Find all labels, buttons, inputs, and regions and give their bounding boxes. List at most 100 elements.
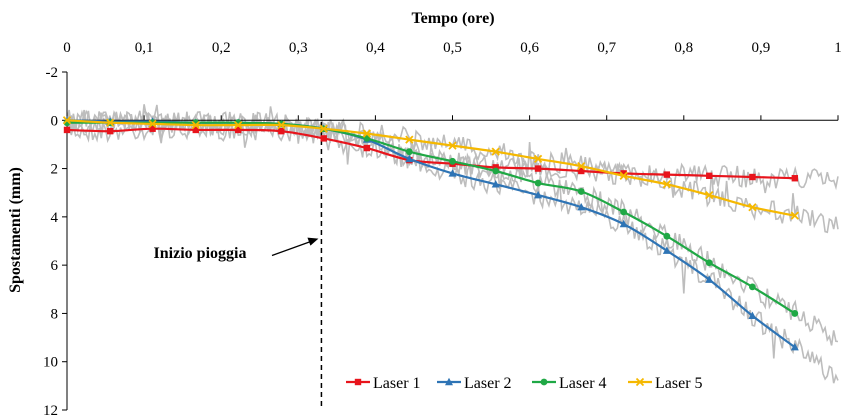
legend-swatch-marker — [354, 378, 362, 386]
y-tick-label: 2 — [51, 162, 59, 178]
x-tick-label: 0,2 — [212, 40, 231, 56]
data-point — [791, 175, 799, 182]
data-point — [662, 246, 671, 254]
marker-stroke — [577, 162, 586, 171]
data-point — [705, 275, 714, 283]
data-point — [362, 129, 372, 138]
data-point — [148, 119, 157, 129]
marker-stroke — [191, 120, 200, 130]
y-tick-label: 0 — [51, 113, 59, 129]
data-point — [706, 172, 713, 180]
data-point — [448, 141, 457, 150]
legend-label: Laser 4 — [559, 375, 607, 392]
data-point — [149, 125, 156, 132]
data-point — [534, 179, 542, 187]
marker-stroke — [148, 119, 157, 129]
data-point — [106, 127, 114, 135]
legend-label: Laser 5 — [655, 375, 703, 392]
data-point — [491, 147, 500, 156]
data-point — [577, 162, 586, 171]
data-point — [577, 203, 586, 211]
data-point — [405, 148, 413, 156]
data-point — [491, 180, 500, 188]
data-point — [278, 127, 285, 135]
data-point — [192, 126, 199, 134]
legend-item-laser-1: Laser 1 — [346, 375, 421, 392]
marker-stroke — [362, 129, 372, 138]
data-point — [449, 157, 456, 165]
legend-item-laser-4: Laser 4 — [532, 375, 607, 392]
series-line-laser-1 — [66, 127, 795, 180]
annotation-arrow — [271, 240, 311, 257]
y-tick-label: 6 — [51, 258, 59, 274]
data-point — [620, 170, 627, 177]
series-laser-5 — [62, 116, 799, 220]
x-tick-label: 0,7 — [597, 40, 616, 56]
y-tick-label: 4 — [51, 210, 59, 226]
data-point — [363, 144, 371, 152]
legend-label: Laser 2 — [464, 375, 512, 392]
x-tick-label: 0 — [63, 40, 71, 56]
data-point — [748, 203, 757, 212]
rain-start-label: Inizio pioggia — [154, 245, 247, 262]
data-point — [319, 124, 328, 133]
data-point — [277, 120, 286, 130]
marker-stroke — [491, 147, 500, 156]
data-point — [405, 135, 414, 144]
data-point — [320, 135, 327, 142]
marker-stroke — [748, 203, 757, 212]
legend-item-laser-5: Laser 5 — [628, 375, 703, 392]
data-point — [749, 173, 756, 181]
legend-swatch-marker — [635, 377, 645, 387]
x-tick-label: 0,9 — [752, 40, 771, 56]
marker-stroke — [405, 135, 414, 144]
legend: Laser 1 Laser 2 Laser 4 Laser 5 — [346, 375, 703, 392]
annotation-arrowhead — [307, 237, 319, 246]
series-line-laser-5 — [66, 119, 796, 217]
data-point — [663, 171, 671, 178]
marker-stroke — [234, 120, 243, 130]
data-point — [533, 154, 543, 164]
y-tick-label: 12 — [43, 403, 58, 419]
data-point — [619, 171, 628, 180]
marker-stroke — [790, 211, 799, 220]
data-point — [619, 219, 628, 228]
y-tick-label: 10 — [43, 355, 58, 371]
marker-stroke — [533, 154, 543, 164]
data-point — [534, 165, 542, 172]
data-point — [448, 169, 457, 177]
data-point — [405, 154, 414, 163]
marker-stroke — [62, 116, 72, 125]
raw-trace-laser-4 — [66, 110, 839, 346]
marker-stroke — [705, 190, 714, 200]
data-point — [705, 259, 713, 267]
marker-stroke — [319, 124, 328, 133]
data-point — [748, 311, 757, 320]
legend-item-laser-2: Laser 2 — [437, 375, 512, 392]
x-tick-label: 0,4 — [366, 40, 385, 56]
legend-swatch-marker — [540, 378, 548, 386]
data-point — [492, 164, 499, 171]
data-point — [663, 232, 671, 240]
data-point — [191, 120, 200, 130]
data-point — [577, 188, 585, 195]
y-axis-title: Spostamenti (mm) — [7, 167, 24, 293]
series-lines — [62, 116, 799, 351]
data-point — [749, 283, 756, 291]
data-point — [790, 343, 799, 351]
data-point — [534, 190, 543, 199]
rain-start-annotation: Inizio pioggia — [154, 113, 323, 410]
x-tick-label: 0,3 — [289, 40, 308, 56]
data-point — [106, 118, 115, 127]
data-point — [578, 167, 585, 175]
data-point — [234, 126, 242, 134]
x-tick-label: 0,1 — [135, 40, 154, 56]
data-point — [620, 208, 628, 216]
y-tick-label: 8 — [51, 306, 59, 322]
data-point — [492, 167, 500, 175]
marker-stroke — [277, 120, 286, 130]
x-tick-label: 0,5 — [443, 40, 462, 56]
data-point — [791, 310, 799, 317]
